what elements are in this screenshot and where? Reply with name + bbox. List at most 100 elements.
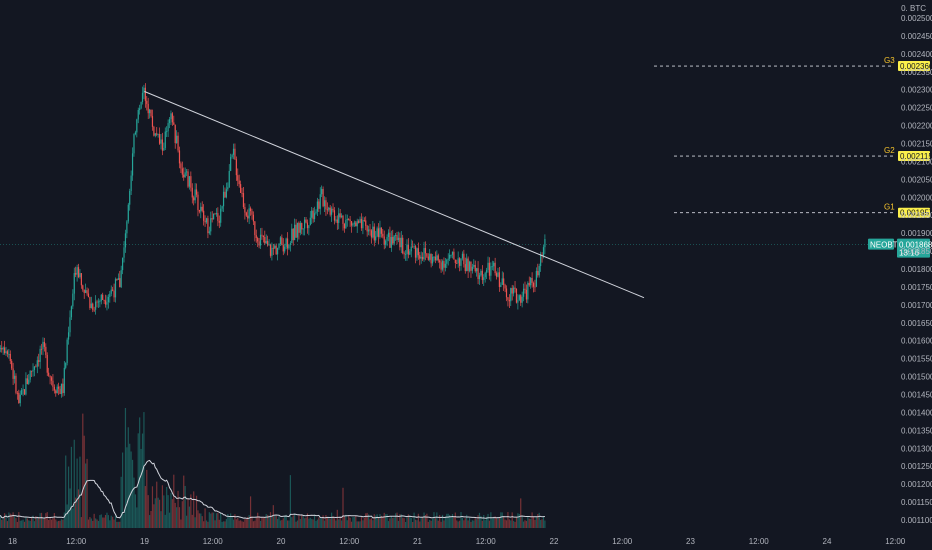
candle-body — [286, 238, 289, 249]
candle-body — [275, 245, 277, 255]
candle-body — [525, 289, 528, 300]
candle-body — [150, 109, 152, 117]
candle-body — [13, 375, 16, 379]
volume-bar — [524, 520, 526, 528]
candle-body — [362, 220, 364, 229]
x-tick-label: 12:00 — [749, 537, 770, 546]
volume-bar — [298, 514, 300, 528]
volume-bar — [527, 516, 529, 528]
volume-bar — [522, 521, 525, 528]
volume-bar — [32, 515, 34, 528]
volume-bar — [244, 519, 246, 528]
candle-body — [205, 218, 208, 223]
volume-bar — [191, 514, 193, 528]
volume-bar — [463, 520, 465, 528]
y-tick-label: 0.001450 — [901, 391, 932, 400]
candle-body — [45, 346, 47, 355]
volume-bar — [141, 433, 144, 528]
candle-body — [500, 284, 502, 287]
candle-body — [377, 228, 380, 238]
candle-body — [345, 220, 347, 229]
candle-body — [126, 221, 128, 234]
candle-body — [486, 269, 488, 273]
candle-body — [340, 215, 343, 218]
volume-bar — [69, 488, 71, 528]
volume-bar — [36, 516, 38, 528]
volume-bar — [500, 512, 502, 528]
candle-body — [366, 225, 368, 232]
candle-body — [82, 285, 84, 290]
volume-bar — [315, 520, 317, 528]
y-tick-label: 0.002450 — [901, 32, 932, 41]
volume-bar — [258, 516, 260, 528]
volume-bar — [410, 517, 412, 528]
target-level-badge — [898, 61, 930, 72]
candle-body — [3, 347, 6, 354]
volume-bar — [473, 520, 475, 528]
volume-bar — [450, 516, 452, 528]
candle-body — [96, 301, 98, 303]
volume-bar — [532, 516, 535, 528]
candle-body — [63, 367, 65, 394]
volume-bar — [507, 512, 509, 528]
candle-body — [164, 131, 166, 148]
candle-body — [413, 246, 415, 248]
candle-body — [167, 123, 169, 132]
volume-bar — [468, 517, 471, 528]
volume-bar — [528, 518, 530, 528]
volume-bar — [93, 513, 95, 528]
candle-body — [488, 262, 491, 276]
volume-bar — [396, 512, 398, 528]
candle-body — [443, 261, 445, 268]
volume-bar — [301, 514, 303, 528]
volume-bar — [230, 513, 232, 528]
candle-body — [158, 134, 161, 144]
candle-body — [238, 180, 240, 185]
volume-bar — [255, 517, 257, 528]
candle-body — [281, 237, 283, 246]
candle-body — [433, 256, 435, 258]
candle-body — [480, 270, 482, 276]
candle-body — [387, 232, 390, 237]
y-tick-label: 0.001200 — [901, 480, 932, 489]
candle-body — [532, 282, 535, 287]
candle-body — [72, 293, 74, 307]
candle-body — [140, 101, 142, 109]
candle-body — [474, 264, 476, 272]
candle-body — [18, 392, 20, 404]
volume-bar — [389, 518, 391, 528]
candle-body — [190, 176, 192, 188]
candle-body — [252, 214, 255, 222]
candle-body — [441, 261, 444, 270]
volume-bar — [12, 512, 14, 528]
candle-body — [271, 247, 273, 256]
candle-body — [484, 272, 486, 278]
volume-bar — [139, 417, 141, 528]
candle-body — [75, 273, 77, 275]
volume-bar — [153, 504, 155, 528]
candle-body — [25, 378, 27, 395]
last-price-value: 0.001868 — [899, 241, 932, 250]
candle-body — [468, 261, 471, 271]
volume-bar — [414, 519, 417, 528]
volume-bar — [242, 521, 245, 528]
candle-body — [471, 266, 473, 271]
candle-body — [36, 360, 38, 367]
y-tick-label: 0.002300 — [901, 86, 932, 95]
candle-body — [299, 223, 301, 233]
candle-body — [22, 389, 24, 391]
candle-body — [67, 332, 70, 340]
volume-bar — [286, 520, 289, 528]
candle-body — [409, 251, 411, 255]
volume-bar — [338, 519, 340, 528]
candle-body — [143, 87, 145, 93]
volume-bar — [127, 427, 129, 528]
candle-body — [87, 293, 90, 298]
candle-body — [419, 255, 421, 259]
candle-body — [315, 211, 317, 214]
volume-bar — [386, 514, 388, 528]
volume-bar — [367, 514, 370, 528]
volume-bar — [437, 520, 439, 528]
volume-bar — [40, 512, 43, 528]
